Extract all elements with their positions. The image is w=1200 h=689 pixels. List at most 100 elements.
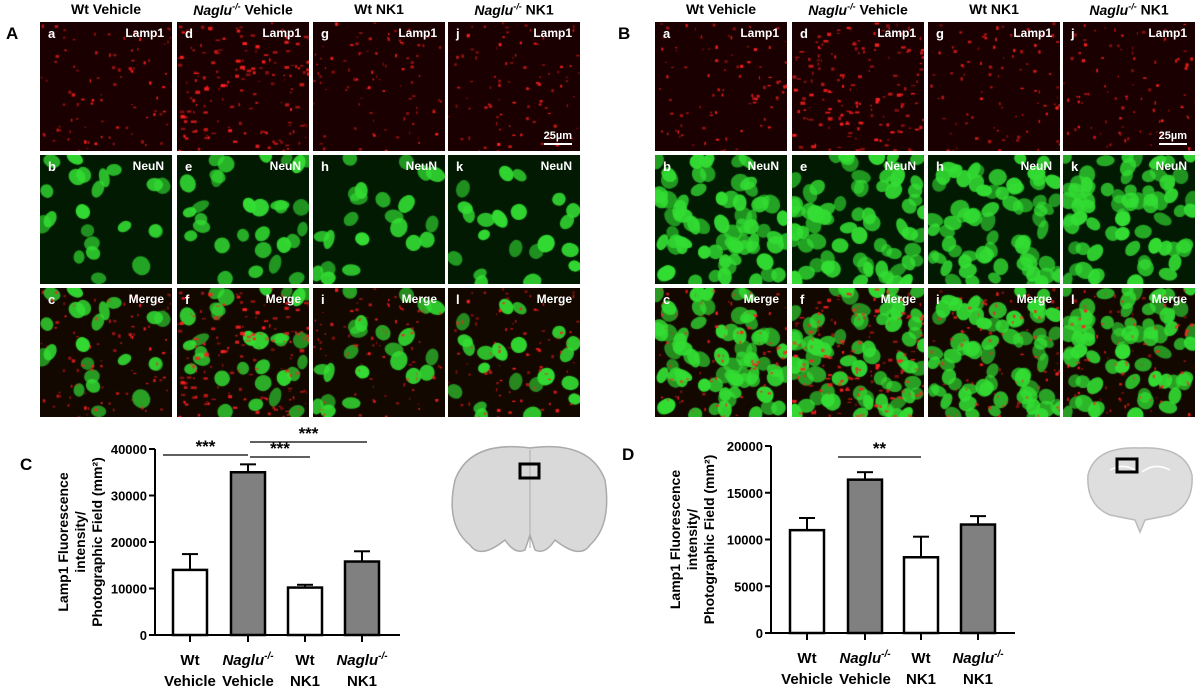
x-tick-label: NK1 [906,671,936,688]
x-tick-label: Vehicle [164,673,216,689]
region-box [1115,457,1139,474]
column-header: Wt NK1 [969,1,1019,17]
bar [846,478,884,635]
column-header: Naglu-/- Vehicle [791,1,925,18]
micrograph-neun: b NeuN [655,155,787,284]
panel-label-b: B [618,24,631,43]
micrograph-neun: k NeuN [1063,155,1195,284]
x-tick-label: Wt [797,650,816,667]
marker-label: Merge [880,292,916,306]
y-axis-label: intensity/ [684,509,700,571]
micrograph-neun: h NeuN [313,155,445,284]
subpanel-letter: e [185,159,193,174]
significance-label: ** [873,439,887,458]
subpanel-letter: g [936,26,944,41]
marker-label: NeuN [884,159,916,173]
subpanel-letter: k [456,159,464,174]
marker-label: Lamp1 [1013,26,1052,40]
micrograph-neun: k NeuN [448,155,580,284]
marker-label: NeuN [405,159,437,173]
subpanel-letter: h [936,159,944,174]
micrograph-merge: l Merge [1063,288,1195,417]
y-axis-label: Photographic Field (mm²) [89,457,105,627]
marker-label: Lamp1 [125,26,164,40]
genotype: Naglu-/- [808,1,856,18]
x-tick-label: Naglu-/- [839,649,891,667]
y-tick-label: 10000 [727,533,763,548]
panel-label-c: C [20,455,33,474]
y-tick-label: 15000 [727,486,763,501]
micrograph-lamp1: d Lamp1 [792,22,924,151]
scale-bar: 25µm [543,130,572,145]
micrograph-merge: f Merge [792,288,924,417]
x-tick-label: Naglu-/- [952,649,1004,667]
marker-label: Merge [1016,292,1052,306]
marker-label: Lamp1 [877,26,916,40]
subpanel-letter: d [800,26,808,41]
treatment: NK1 [521,1,554,18]
marker-label: Merge [536,292,572,306]
marker-label: Lamp1 [262,26,301,40]
x-tick-label: Wt [295,652,314,669]
bar [286,586,324,637]
subpanel-letter: c [663,292,671,307]
bar [343,560,381,637]
y-tick-label: 0 [756,626,763,641]
subpanel-letter: f [185,292,190,307]
subpanel-letter: l [456,292,460,307]
subpanel-letter: e [800,159,808,174]
significance-label: *** [270,439,290,458]
micrograph-lamp1: j Lamp1 25µm [448,22,580,151]
subpanel-letter: i [936,292,940,307]
y-axis-label: Photographic Field (mm²) [701,455,717,625]
panel-label-a: A [6,24,19,43]
bar [788,528,826,635]
treatment: NK1 [1136,1,1169,18]
region-box [518,462,541,480]
subpanel-letter: f [800,292,805,307]
brain-coronal-icon [1087,447,1193,534]
x-tick-label: Wt [180,652,199,669]
column-header: Wt Vehicle [70,1,142,17]
micrograph-merge: i Merge [928,288,1060,417]
marker-label: Lamp1 [398,26,437,40]
significance-label: *** [196,437,216,456]
x-tick-label: NK1 [963,671,993,688]
y-axis-label: Lamp1 Fluorescence [667,470,683,609]
scale-bar: 25µm [1158,130,1187,145]
treatment: Vehicle [855,1,908,18]
x-tick-label: Wt [911,650,930,667]
subpanel-letter: g [321,26,329,41]
marker-label: Merge [743,292,779,306]
column-header: Naglu-/- NK1 [1062,1,1196,18]
subpanel-letter: b [663,159,671,174]
micrograph-lamp1: a Lamp1 [40,22,172,151]
y-axis-label: Lamp1 Fluorescence [55,472,71,611]
column-header: Wt NK1 [354,1,404,17]
column-header: Naglu-/- Vehicle [176,1,310,18]
y-tick-label: 0 [140,628,147,643]
marker-label: Lamp1 [1148,26,1187,40]
micrograph-lamp1: a Lamp1 [655,22,787,151]
micrograph-neun: b NeuN [40,155,172,284]
micrograph-merge: c Merge [655,288,787,417]
bar [959,523,997,635]
x-tick-label: NK1 [290,673,320,689]
y-tick-label: 10000 [111,582,147,597]
micrograph-lamp1: g Lamp1 [313,22,445,151]
subpanel-letter: b [48,159,56,174]
panel-label-d: D [622,445,635,464]
marker-label: NeuN [1020,159,1052,173]
subpanel-letter: i [321,292,325,307]
marker-label: Merge [128,292,164,306]
bar [171,568,209,637]
y-tick-label: 30000 [111,489,147,504]
subpanel-letter: l [1071,292,1075,307]
subpanel-letter: c [48,292,56,307]
brain-coronal-icon [451,445,608,553]
subpanel-letter: d [185,26,193,41]
subpanel-letter: h [321,159,329,174]
genotype: Naglu-/- [1089,1,1137,18]
